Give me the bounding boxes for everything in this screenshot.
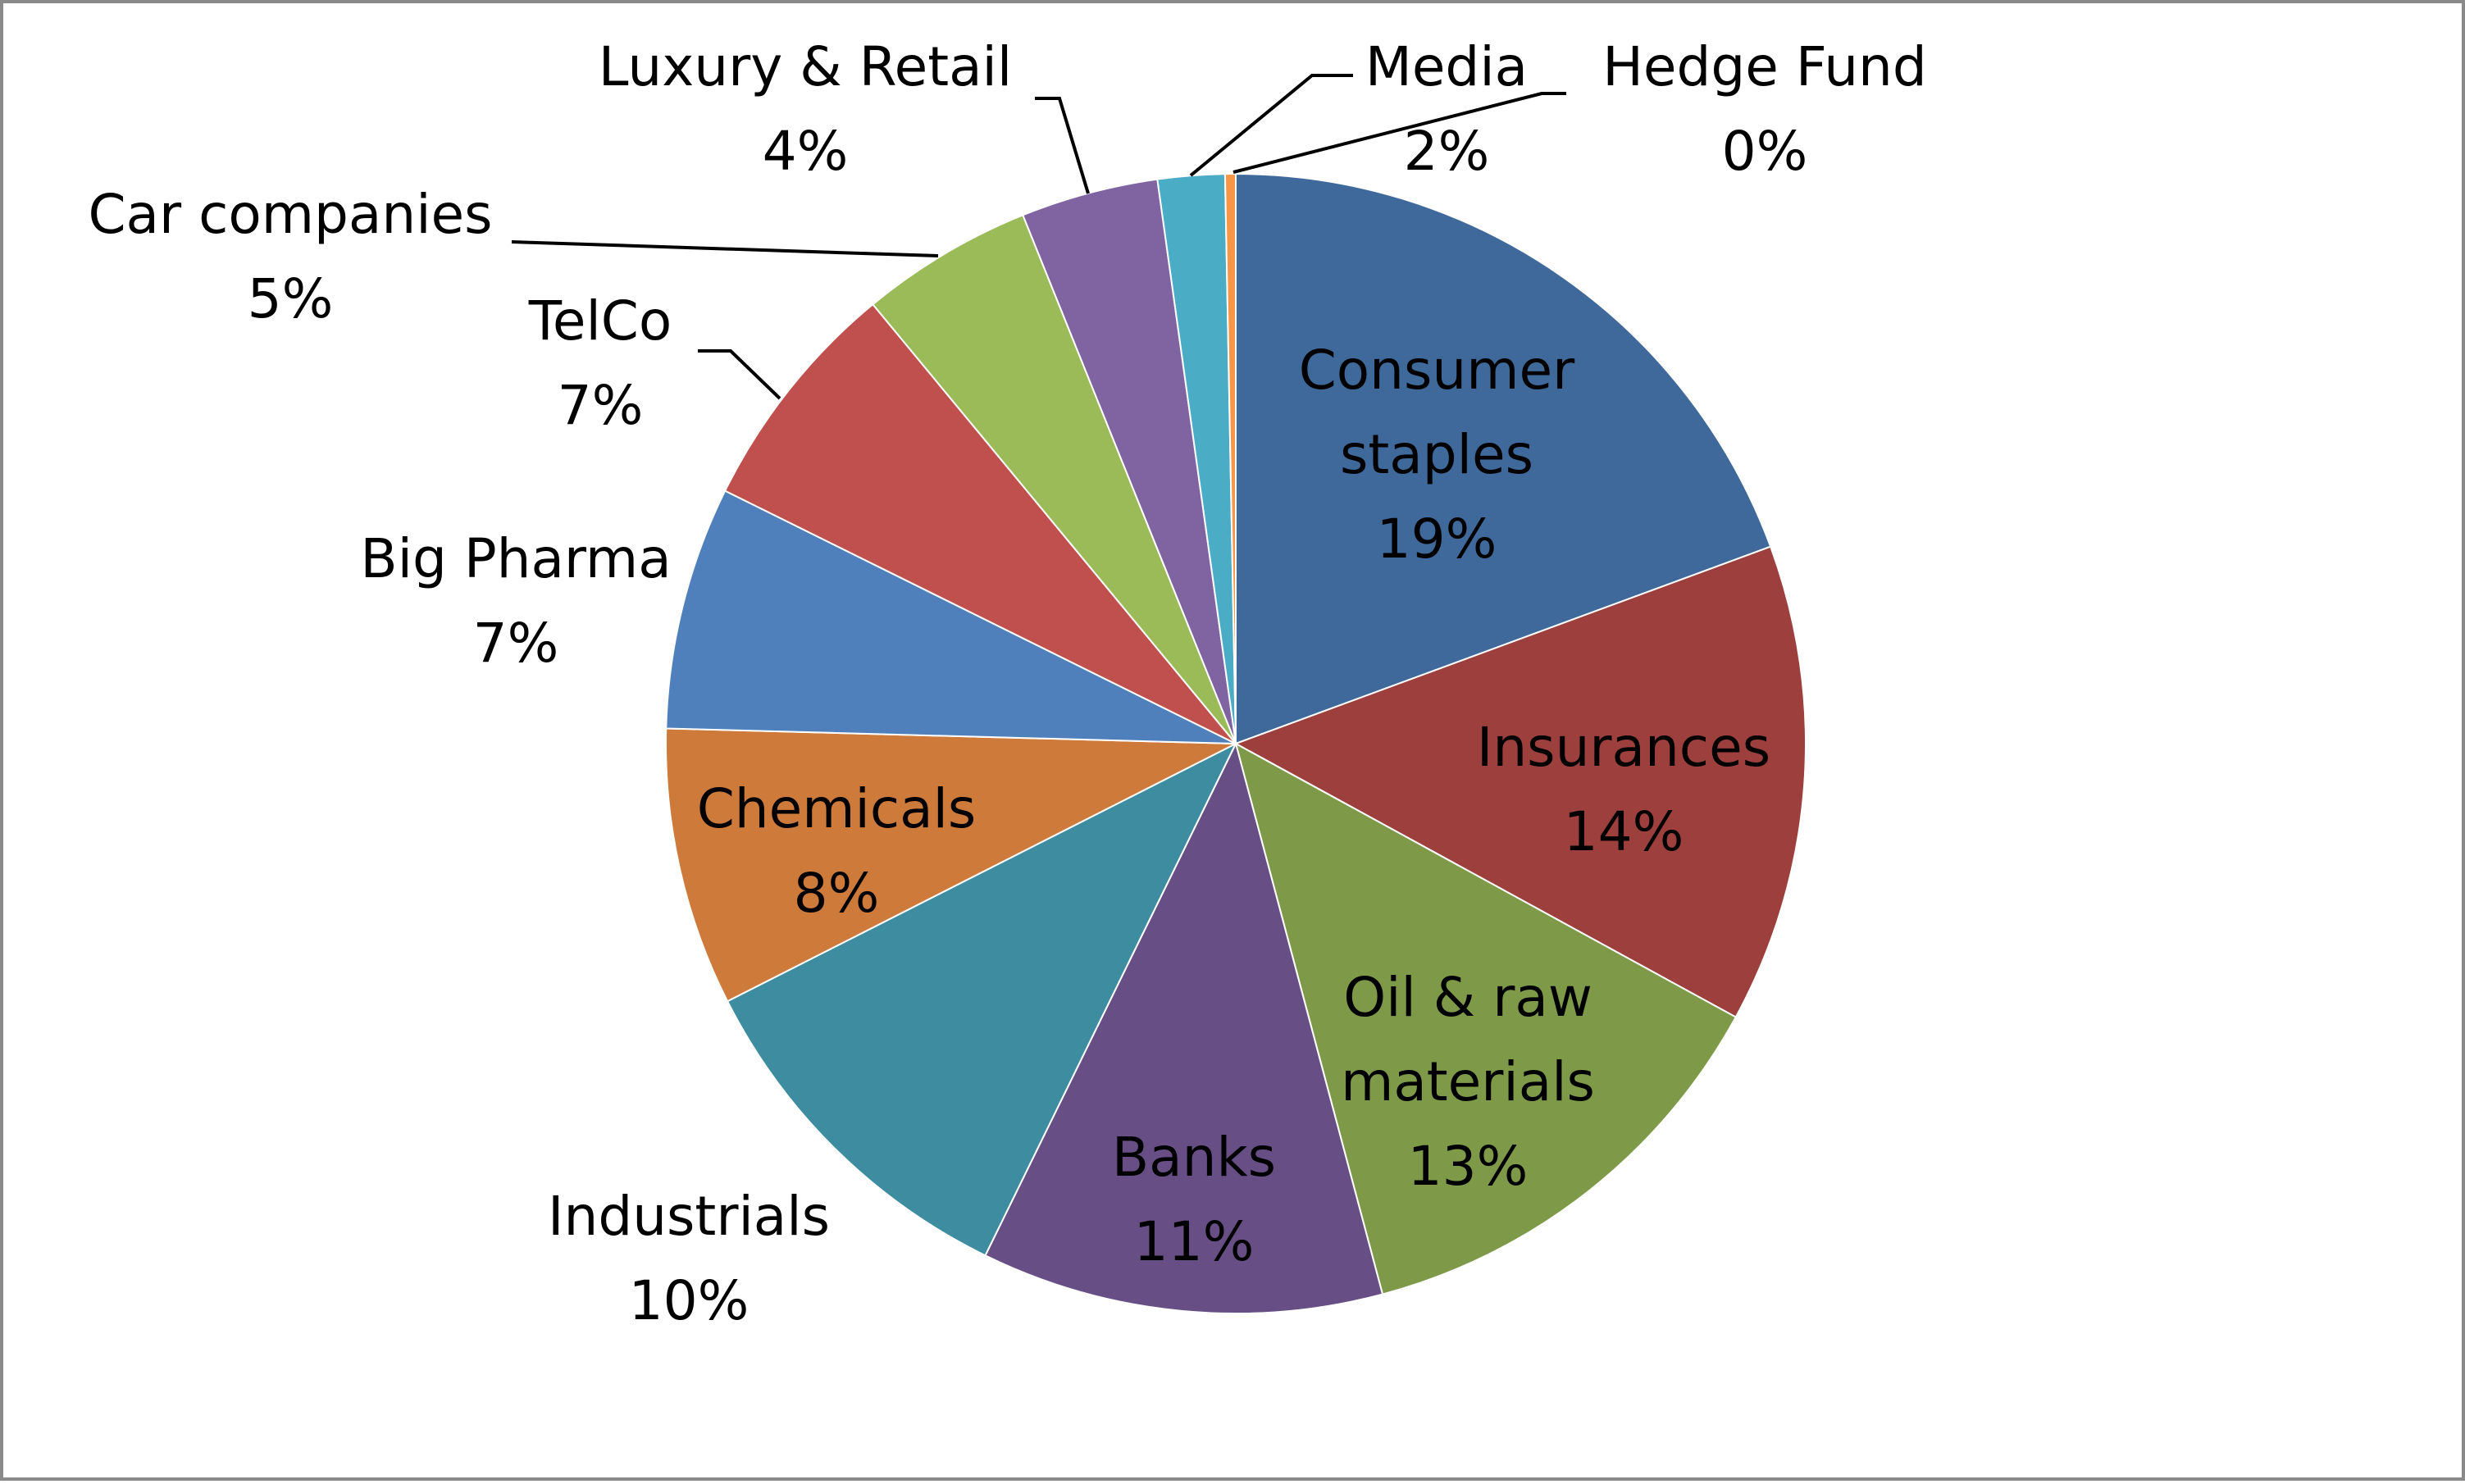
- data-label-name: Luxury & Retail: [599, 35, 1012, 98]
- pie-slice-telco: [723, 303, 1237, 744]
- pie-slice-hedge-fund: [1223, 172, 1237, 744]
- pie-slice-insurances: [1233, 545, 1807, 1018]
- data-label-name: materials: [1341, 1050, 1595, 1113]
- data-label-percent: 2%: [1404, 120, 1490, 183]
- data-label-percent: 13%: [1408, 1135, 1529, 1198]
- data-label-name: Big Pharma: [360, 527, 671, 590]
- data-label-big-pharma: Big Pharma 7%: [360, 527, 671, 675]
- data-label-percent: 14%: [1564, 800, 1684, 863]
- data-label-percent: 19%: [1377, 508, 1497, 571]
- data-label-name: Chemicals: [697, 777, 977, 840]
- data-label-percent: 4%: [763, 120, 849, 183]
- data-label-percent: 0%: [1722, 120, 1808, 183]
- data-label-percent: 10%: [629, 1269, 750, 1332]
- data-label-percent: 11%: [1134, 1210, 1255, 1273]
- data-label-percent: 8%: [794, 862, 880, 925]
- data-label-name: Consumer: [1299, 339, 1575, 402]
- data-label-chemicals: Chemicals 8%: [697, 777, 977, 925]
- data-label-telco: TelCo 7%: [528, 289, 672, 437]
- data-label-name: Hedge Fund: [1602, 35, 1927, 98]
- data-label-hedge-fund: Hedge Fund 0%: [1602, 35, 1927, 183]
- data-label-name: Industrials: [548, 1185, 830, 1248]
- data-label-name: Media: [1365, 35, 1528, 98]
- leader-line-hedge-fund: [1232, 92, 1566, 174]
- data-label-industrials: Industrials 10%: [548, 1185, 830, 1332]
- data-label-name: TelCo: [528, 289, 672, 353]
- data-label-banks: Banks 11%: [1112, 1126, 1276, 1273]
- data-label-car-companies: Car companies 5%: [88, 183, 492, 330]
- pie-chart: Consumer staples 19% Insurances 14% Oil & raw…: [88, 35, 1926, 1332]
- leader-line-car-companies: [511, 240, 939, 257]
- pie-slices: [665, 172, 1807, 1314]
- data-label-consumer-staples: Consumer staples 19%: [1299, 339, 1575, 571]
- pie-slice-banks: [984, 741, 1384, 1314]
- data-labels: Consumer staples 19% Insurances 14% Oil & raw…: [88, 35, 1926, 1332]
- pie-slice-big-pharma: [665, 489, 1237, 744]
- data-label-name: Car companies: [88, 183, 492, 246]
- data-label-insurances: Insurances 14%: [1477, 716, 1770, 863]
- data-label-percent: 7%: [473, 612, 559, 675]
- pie-slice-oil-and-raw-materials: [1234, 742, 1738, 1295]
- data-label-oil-and-raw-materials: Oil & raw materials 13%: [1341, 966, 1595, 1198]
- leader-line-luxury-and-retail: [1035, 97, 1090, 194]
- data-label-percent: 5%: [248, 267, 334, 330]
- leader-lines: [511, 74, 1566, 400]
- pie-slice-industrials: [726, 741, 1238, 1257]
- leader-line-media: [1189, 74, 1353, 177]
- data-label-name: Oil & raw: [1343, 966, 1592, 1029]
- data-label-name: Insurances: [1477, 716, 1770, 779]
- data-label-name: staples: [1340, 423, 1533, 486]
- leader-line-telco: [698, 349, 781, 400]
- data-label-percent: 7%: [558, 374, 644, 437]
- data-label-luxury-and-retail: Luxury & Retail 4%: [599, 35, 1012, 183]
- pie-slice-chemicals: [665, 727, 1237, 1003]
- pie-slice-car-companies: [871, 214, 1237, 744]
- data-label-media: Media 2%: [1365, 35, 1528, 183]
- data-label-name: Banks: [1112, 1126, 1276, 1189]
- pie-slice-consumer-staples: [1235, 172, 1772, 745]
